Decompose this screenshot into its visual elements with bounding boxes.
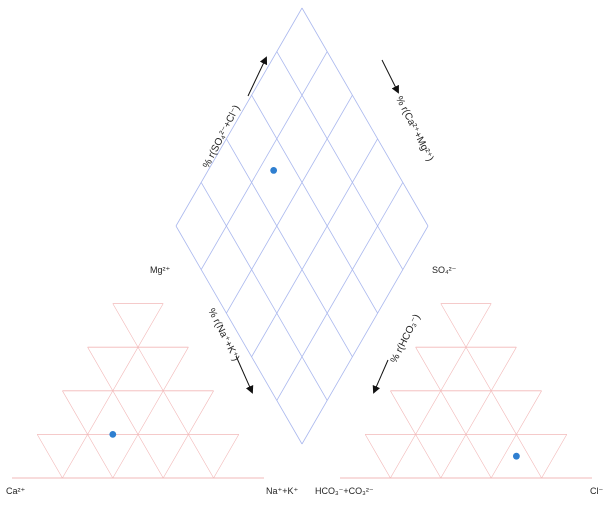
anion-triangle-gridline	[440, 347, 517, 479]
cation-triangle-gridline	[62, 390, 114, 479]
diamond-gridline	[175, 225, 303, 445]
cation-sample-point	[109, 431, 117, 438]
diamond-gridline	[251, 94, 378, 314]
arrow-so4-cl	[247, 56, 268, 97]
na-k-label: Na⁺+K⁺	[266, 486, 299, 496]
ca-label: Ca²⁺	[6, 486, 26, 496]
axis-label-na-k: % r(Na⁺+K⁺)	[205, 307, 241, 363]
axis-label-ca-mg: % r(Ca²⁺+Mg²⁺)	[393, 95, 435, 164]
anion-triangle-gridline	[541, 434, 568, 479]
anion-sample-point	[513, 452, 520, 460]
diamond-gridline	[276, 182, 404, 401]
grid-layer	[12, 7, 592, 479]
diamond-gridline	[175, 7, 303, 227]
cation-triangle-gridline	[36, 434, 63, 479]
arrow-layer	[235, 56, 399, 394]
arrow-na-k	[235, 355, 254, 394]
diamond-gridline	[301, 7, 429, 227]
arrow-ca-mg	[381, 59, 399, 94]
anion-triangle-gridline	[490, 390, 542, 479]
point-layer	[109, 167, 520, 460]
diamond-sample-point	[270, 167, 278, 174]
arrow-hco3	[372, 359, 389, 394]
mg-label: Mg²⁺	[150, 265, 170, 275]
diamond-gridline	[226, 138, 353, 358]
diamond-gridline	[251, 138, 378, 358]
cation-triangle-gridline	[112, 347, 189, 479]
diamond-gridline	[226, 94, 353, 314]
cl-label: Cl⁻	[590, 486, 603, 496]
cation-triangle-gridline	[87, 347, 164, 479]
cation-triangle-gridline	[213, 434, 240, 479]
anion-triangle-gridline	[390, 390, 442, 479]
anion-triangle-gridline	[364, 434, 391, 479]
cation-triangle-gridline	[162, 390, 214, 479]
axis-label-hco3: % r(HCO₃⁻)	[389, 313, 423, 365]
hco3-co3-label: HCO₃⁻+CO₃²⁻	[315, 486, 374, 496]
diamond-gridline	[200, 182, 328, 401]
diamond-gridline	[200, 51, 328, 270]
diamond-gridline	[301, 225, 429, 445]
so4-label: SO₄²⁻	[432, 265, 457, 275]
diamond-gridline	[276, 51, 404, 270]
anion-triangle-gridline	[415, 347, 492, 479]
axis-label-so4-cl: % r(SO₄²⁻+Cl⁻)	[201, 103, 242, 170]
